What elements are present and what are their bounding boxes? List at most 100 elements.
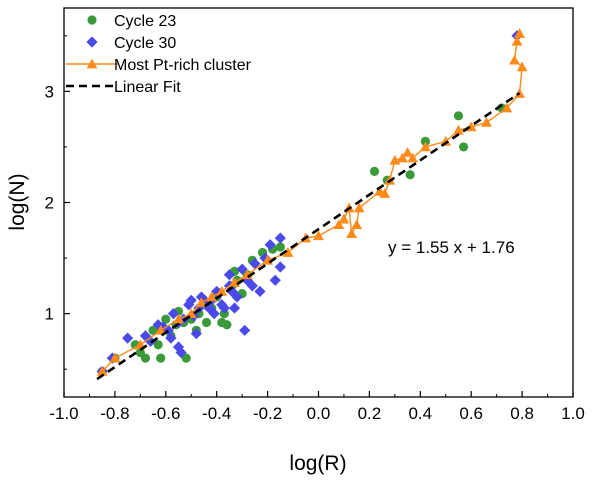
legend: Cycle 23 Cycle 30 Most Pt-rich cluster Line… <box>66 13 252 96</box>
point-cycle-23 <box>148 325 158 335</box>
point-cycle-30 <box>274 261 286 273</box>
linear-fit-line <box>96 92 521 381</box>
point-pt-rich <box>516 61 528 72</box>
point-cycle-23 <box>153 340 163 350</box>
point-cycle-30 <box>236 263 248 275</box>
point-cycle-30 <box>254 285 266 298</box>
point-pt-rich <box>206 291 218 302</box>
point-cycle-30 <box>183 299 195 311</box>
point-pt-rich <box>514 88 525 98</box>
x-tick-label: 0.6 <box>459 404 483 423</box>
legend-marker-diamond <box>86 36 98 48</box>
point-cycle-23 <box>420 136 430 146</box>
point-pt-rich <box>453 124 464 135</box>
point-pt-rich <box>333 219 345 230</box>
point-cycle-30 <box>122 332 134 344</box>
point-pt-rich <box>96 366 108 376</box>
legend-label: Cycle 30 <box>114 35 176 52</box>
legend-label: Most Pt-rich cluster <box>114 57 252 74</box>
x-tick-label: -0.4 <box>202 404 231 423</box>
point-cycle-30 <box>269 274 281 286</box>
y-tick-label: 2 <box>45 194 54 213</box>
x-tick-label: -1.0 <box>49 404 78 423</box>
legend-item: Linear Fit <box>66 79 181 96</box>
point-pt-rich <box>353 202 365 213</box>
point-cycle-23 <box>161 314 171 324</box>
point-pt-rich <box>351 219 363 230</box>
x-tick-label: 0.8 <box>510 404 534 423</box>
point-pt-rich <box>185 308 197 318</box>
point-pt-rich <box>440 135 452 146</box>
point-pt-rich <box>196 297 207 307</box>
point-pt-rich <box>481 117 492 127</box>
point-cycle-23 <box>140 353 151 363</box>
x-tick-label: -0.6 <box>151 404 180 423</box>
point-pt-rich <box>109 352 121 363</box>
point-cycle-30 <box>274 232 286 244</box>
x-axis: -1.0 -0.8 -0.6 -0.4 -0.2 0.0 0.2 0.4 0.6 0.8 1.0 <box>49 391 585 423</box>
point-cycle-23 <box>458 142 469 152</box>
point-cycle-30 <box>185 294 197 306</box>
y-axis-label: log(N) <box>6 173 29 230</box>
point-pt-rich <box>216 286 228 296</box>
point-cycle-23 <box>156 353 166 363</box>
legend-item: Cycle 23 <box>87 13 176 30</box>
point-pt-rich <box>379 188 391 198</box>
point-pt-rich <box>501 102 513 113</box>
fit-equation-annotation: y = 1.55 x + 1.76 <box>388 238 515 257</box>
point-cycle-30 <box>249 258 261 270</box>
y-axis: 1 2 3 <box>45 35 70 370</box>
legend-marker-circle <box>87 15 97 25</box>
point-pt-rich <box>282 247 294 257</box>
point-pt-rich <box>402 147 413 157</box>
point-cycle-23 <box>453 111 464 121</box>
point-cycle-30 <box>223 269 236 281</box>
point-cycle-23 <box>201 317 212 328</box>
y-tick-label: 3 <box>45 82 54 101</box>
point-cycle-30 <box>264 239 276 251</box>
point-cycle-23 <box>222 320 232 330</box>
point-pt-rich <box>419 141 431 152</box>
point-cycle-30 <box>190 328 202 340</box>
plot-marks <box>96 28 528 381</box>
point-pt-rich <box>338 213 350 224</box>
point-pt-rich <box>397 152 408 163</box>
legend-item: Cycle 30 <box>86 35 176 52</box>
point-pt-rich <box>155 324 167 335</box>
legend-label: Cycle 23 <box>114 13 176 30</box>
point-pt-rich <box>407 152 419 163</box>
point-cycle-30 <box>239 324 251 336</box>
point-pt-rich <box>173 313 184 324</box>
point-cycle-23 <box>275 242 285 252</box>
point-cycle-23 <box>181 353 191 363</box>
point-cycle-30 <box>231 291 243 303</box>
point-cycle-30 <box>218 302 230 314</box>
point-cycle-30 <box>246 280 258 292</box>
point-pt-rich <box>313 230 324 241</box>
point-pt-rich <box>511 35 523 46</box>
x-tick-label: -0.8 <box>100 404 129 423</box>
point-cycle-30 <box>167 308 180 320</box>
legend-item: Most Pt-rich cluster <box>66 57 252 74</box>
x-tick-label: 0.0 <box>307 404 331 423</box>
x-tick-label: -0.2 <box>253 404 282 423</box>
point-pt-rich <box>509 54 520 65</box>
x-tick-label: 1.0 <box>561 404 585 423</box>
point-cycle-30 <box>175 346 187 359</box>
point-pt-rich <box>514 28 525 38</box>
point-cycle-30 <box>208 308 220 320</box>
point-cycle-30 <box>228 302 241 314</box>
point-cycle-23 <box>369 166 380 176</box>
point-cycle-30 <box>165 332 177 344</box>
legend-marker-triangle <box>86 58 98 69</box>
x-tick-label: 0.4 <box>408 404 432 423</box>
legend-label: Linear Fit <box>114 79 181 96</box>
point-cycle-30 <box>139 330 152 342</box>
point-cycle-23 <box>405 170 415 180</box>
x-tick-label: 0.2 <box>358 404 382 423</box>
y-tick-label: 1 <box>45 305 54 324</box>
x-axis-label: log(R) <box>289 452 346 475</box>
point-pt-rich <box>346 228 357 238</box>
point-cycle-30 <box>216 299 228 311</box>
